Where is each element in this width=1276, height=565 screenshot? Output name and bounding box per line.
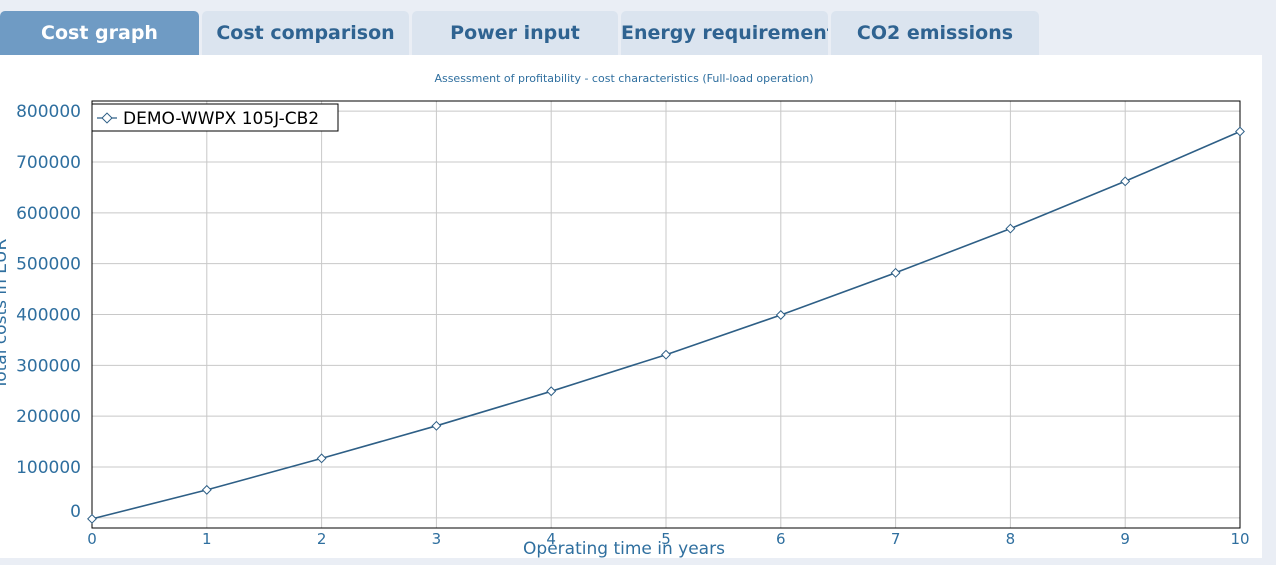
y-axis-label: Total costs in EUR [0, 239, 11, 391]
y-tick-label: 0 [70, 502, 81, 522]
x-tick-label: 2 [317, 530, 327, 548]
chart-panel: Assessment of profitability - cost chara… [0, 55, 1262, 559]
tab-cost-graph[interactable]: Cost graph [0, 11, 199, 55]
tab-co2-emissions[interactable]: CO2 emissions [831, 11, 1039, 55]
x-tick-label: 3 [432, 530, 442, 548]
data-point [775, 310, 786, 320]
data-point [316, 453, 327, 464]
plot-frame [91, 100, 1241, 529]
data-point [1005, 223, 1016, 234]
y-tick-label: 100000 [16, 458, 81, 478]
data-point [87, 513, 97, 524]
tab-power-input[interactable]: Power input [412, 11, 618, 55]
legend-label: DEMO-WWPX 105J-CB2 [123, 109, 319, 129]
x-tick-label: 5 [661, 530, 671, 548]
y-tick-label: 700000 [16, 153, 81, 173]
data-point [1120, 176, 1131, 187]
tab-bar: Cost graph Cost comparison Power input E… [0, 0, 1276, 56]
data-point [546, 386, 557, 397]
x-tick-label: 4 [546, 530, 556, 548]
tab-energy-requirements[interactable]: Energy requirements [621, 11, 828, 55]
tab-cost-comparison[interactable]: Cost comparison [202, 11, 409, 55]
series-layer [87, 126, 1245, 524]
data-point [890, 267, 901, 278]
y-tick-label: 500000 [16, 255, 81, 275]
y-tick-label: 300000 [16, 356, 81, 376]
y-tick-label: 200000 [16, 407, 81, 427]
x-tick-label: 10 [1230, 530, 1249, 548]
panel-right-margin [1262, 55, 1276, 565]
x-tick-label: 6 [776, 530, 786, 548]
x-tick-label: 0 [87, 530, 97, 548]
y-tick-label: 800000 [16, 102, 81, 122]
legend-box [91, 103, 339, 132]
data-point [431, 420, 442, 431]
grid [92, 101, 1240, 528]
y-axis-ticks: 0 100000 200000 300000 400000 500000 600000 700… [16, 102, 81, 522]
x-tick-label: 8 [1006, 530, 1016, 548]
data-point [1235, 126, 1245, 137]
y-tick-label: 400000 [16, 306, 81, 326]
chart-title: Assessment of profitability - cost chara… [434, 72, 813, 85]
x-tick-label: 9 [1120, 530, 1130, 548]
cost-chart: Assessment of profitability - cost chara… [0, 72, 1250, 559]
data-point [201, 484, 212, 495]
x-axis-label: Operating time in years [523, 539, 725, 558]
legend-marker [101, 112, 113, 124]
legend[interactable]: DEMO-WWPX 105J-CB2 [91, 103, 339, 132]
x-axis-ticks: 0 1 2 3 4 5 6 7 8 9 10 [87, 530, 1249, 548]
x-tick-label: 7 [891, 530, 901, 548]
data-point [661, 349, 671, 360]
x-tick-label: 1 [202, 530, 212, 548]
y-tick-label: 600000 [16, 204, 81, 224]
